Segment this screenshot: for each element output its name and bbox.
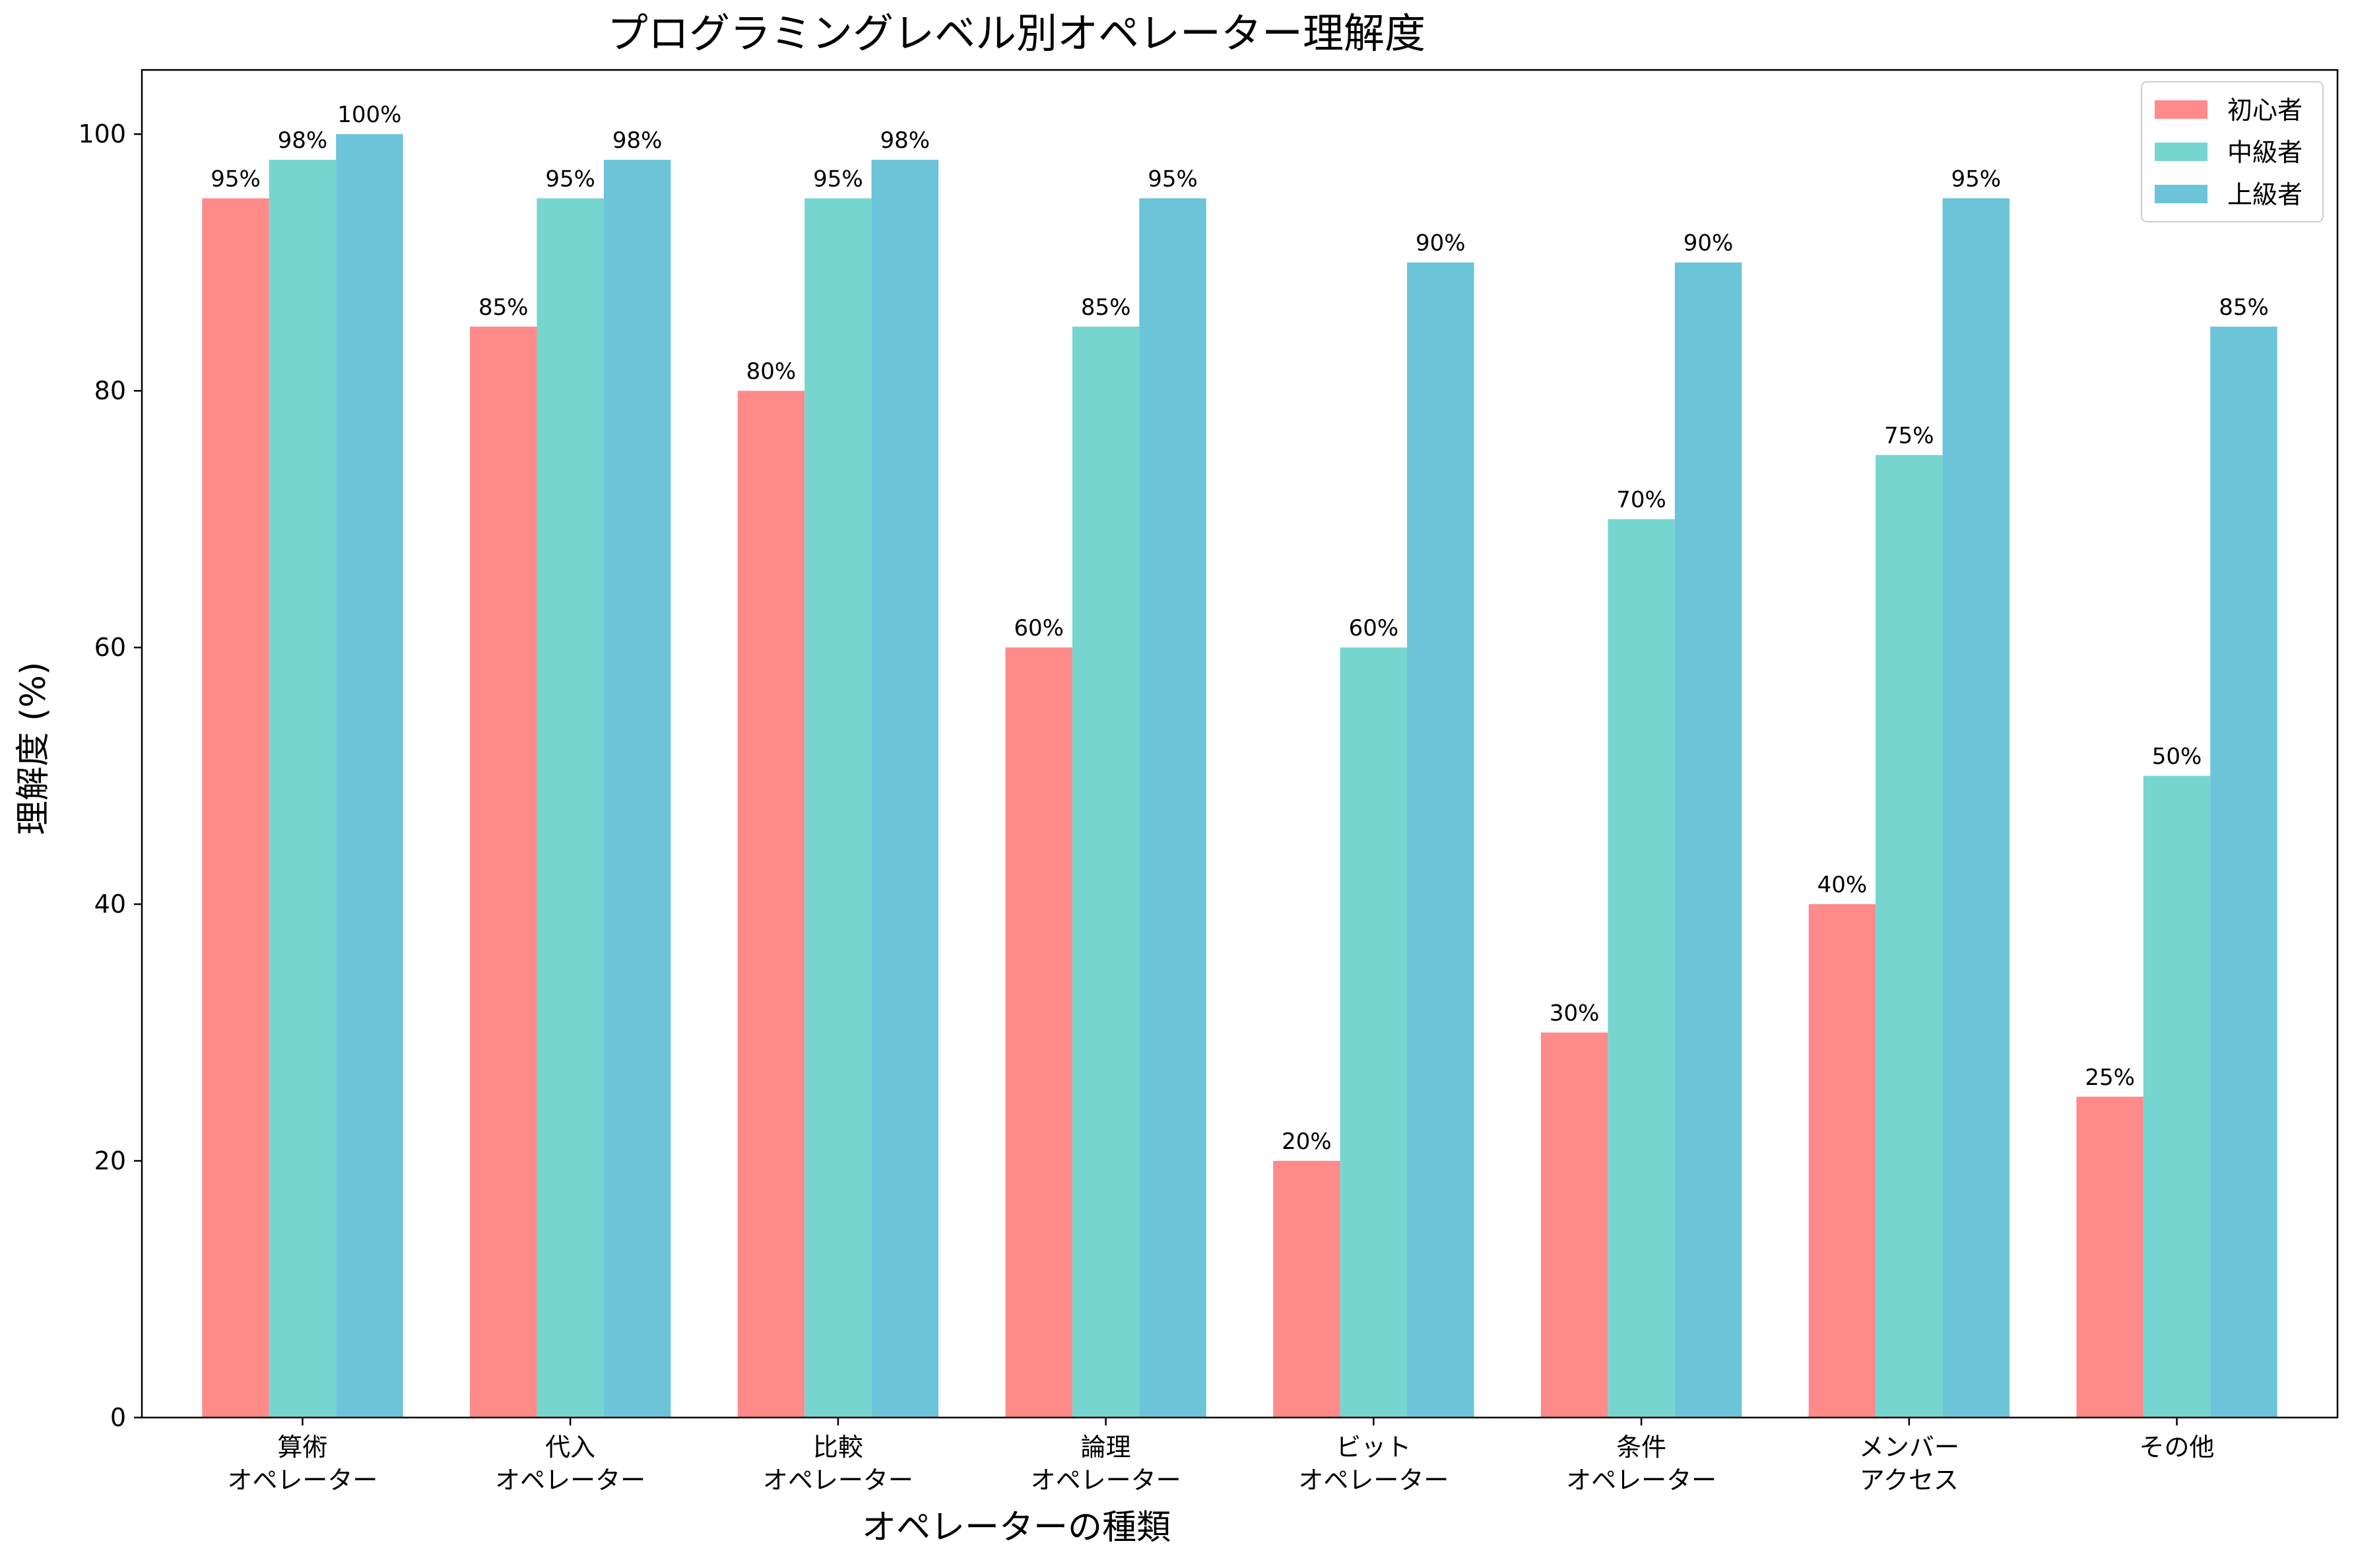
- legend-swatch: [2155, 100, 2207, 119]
- y-tick-label: 0: [110, 1403, 126, 1432]
- bar: [1540, 1032, 1608, 1418]
- legend-swatch: [2155, 143, 2207, 161]
- legend-label: 上級者: [2227, 180, 2303, 209]
- data-label: 80%: [746, 358, 797, 385]
- bar: [2143, 775, 2211, 1418]
- data-label: 85%: [1081, 294, 1131, 321]
- bar: [1674, 262, 1742, 1418]
- data-label: 85%: [2219, 294, 2269, 321]
- data-label: 60%: [1349, 615, 1399, 641]
- bar: [336, 134, 403, 1418]
- data-label: 60%: [1014, 615, 1064, 641]
- data-label: 95%: [211, 166, 261, 192]
- legend-label: 初心者: [2227, 96, 2303, 125]
- bar: [1273, 1161, 1340, 1418]
- x-tick-label: 条件オペレーター: [1566, 1433, 1716, 1495]
- chart-title: プログラミングレベル別オペレーター理解度: [607, 9, 1425, 57]
- data-label: 95%: [545, 166, 595, 192]
- bar: [1139, 198, 1206, 1418]
- bar: [269, 160, 337, 1418]
- bar: [1876, 455, 1943, 1418]
- plot-frame: [141, 69, 2339, 1419]
- x-tick-label: メンバーアクセス: [1859, 1433, 1959, 1495]
- data-label: 95%: [1951, 166, 2001, 192]
- legend-label: 中級者: [2227, 138, 2303, 167]
- data-label: 100%: [337, 102, 401, 128]
- bar: [1608, 519, 1675, 1418]
- data-label: 50%: [2152, 744, 2202, 770]
- bar: [202, 198, 269, 1418]
- bar: [603, 160, 671, 1418]
- data-label: 95%: [1148, 166, 1198, 192]
- bar: [871, 160, 939, 1418]
- bar: [1808, 904, 1876, 1418]
- y-tick-label: 60: [94, 633, 126, 662]
- y-tick-label: 80: [94, 376, 126, 405]
- bar: [1072, 326, 1140, 1418]
- y-tick-label: 40: [94, 890, 126, 919]
- data-label: 98%: [278, 127, 328, 154]
- data-label: 25%: [2085, 1064, 2135, 1091]
- data-label: 90%: [1684, 230, 1734, 257]
- data-label: 70%: [1616, 487, 1666, 513]
- data-label: 90%: [1416, 230, 1466, 257]
- bar: [1005, 647, 1072, 1418]
- bar: [1340, 647, 1408, 1418]
- x-tick-label: ビットオペレーター: [1298, 1433, 1449, 1495]
- y-tick-label: 20: [94, 1146, 126, 1175]
- x-tick-label: 代入オペレーター: [495, 1433, 645, 1495]
- data-label: 75%: [1884, 422, 1934, 449]
- bar: [470, 326, 537, 1418]
- x-axis-label: オペレーターの種類: [862, 1508, 1171, 1548]
- bar: [2210, 326, 2277, 1418]
- data-label: 95%: [813, 166, 863, 192]
- data-label: 98%: [880, 127, 931, 154]
- data-label: 30%: [1550, 1000, 1600, 1027]
- data-label: 40%: [1817, 872, 1868, 898]
- data-label: 85%: [478, 294, 529, 321]
- data-label: 20%: [1282, 1128, 1332, 1155]
- legend-swatch: [2155, 185, 2207, 203]
- x-tick-label: 論理オペレーター: [1031, 1433, 1181, 1495]
- x-tick-label: 算術オペレーター: [227, 1433, 377, 1495]
- data-label: 98%: [612, 127, 663, 154]
- bar: [2076, 1096, 2143, 1418]
- y-axis-label: 理解度 (%): [14, 662, 53, 835]
- bar: [1407, 262, 1474, 1418]
- bar: [804, 198, 872, 1418]
- bar: [1942, 198, 2010, 1418]
- x-tick-label: 比較オペレーター: [763, 1433, 913, 1495]
- x-tick-label: その他: [2140, 1433, 2215, 1462]
- bar: [737, 391, 805, 1418]
- y-tick-label: 100: [78, 119, 126, 148]
- bar: [537, 198, 604, 1418]
- plot-area: 95% 85% 80% 60% 20% 30% 40% 25% 98% 95% 95% 85% 60% 7…: [78, 69, 2339, 1495]
